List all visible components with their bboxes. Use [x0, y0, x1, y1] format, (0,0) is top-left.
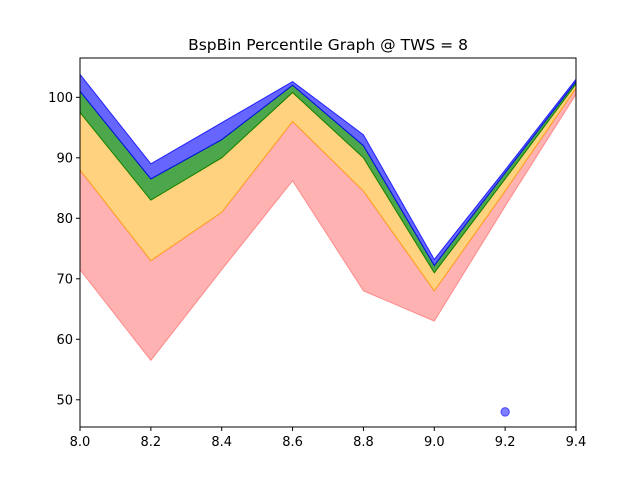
- x-tick-label: 8.0: [70, 435, 91, 450]
- y-tick-label: 80: [56, 212, 73, 227]
- y-tick-label: 100: [48, 91, 73, 106]
- y-tick-label: 70: [56, 272, 73, 287]
- y-tick-label: 60: [56, 333, 73, 348]
- x-tick-label: 8.8: [353, 435, 374, 450]
- x-tick-label: 8.6: [282, 435, 303, 450]
- x-tick-label: 9.0: [424, 435, 445, 450]
- plot-frame: [79, 57, 577, 428]
- chart-title: BspBin Percentile Graph @ TWS = 8: [188, 36, 468, 54]
- data-point-1: [500, 407, 510, 417]
- axes: 8.0 8.2 8.4 8.6 8.8 9.0 9.2 9.4 50 60 70 80 90 100: [48, 57, 587, 450]
- area-bands: [79, 72, 577, 362]
- y-tick-label: 50: [56, 393, 73, 408]
- y-tick-label: 90: [56, 151, 73, 166]
- x-tick-label: 9.2: [495, 435, 516, 450]
- x-tick-label: 8.4: [211, 435, 232, 450]
- scatter-points: [500, 407, 510, 417]
- x-tick-label: 9.4: [566, 435, 587, 450]
- x-tick-label: 8.2: [141, 435, 162, 450]
